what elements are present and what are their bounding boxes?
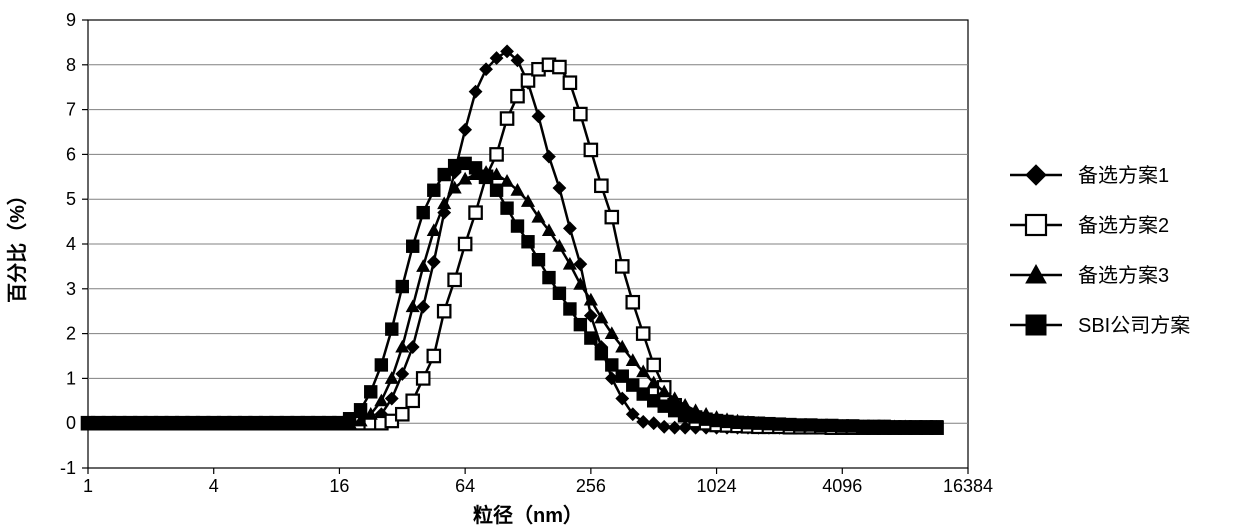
- y-tick-label: 9: [66, 10, 76, 30]
- y-tick-label: 1: [66, 368, 76, 388]
- square-marker-icon: [417, 206, 429, 218]
- x-tick-label: 4: [209, 476, 219, 496]
- square-outline-marker-icon: [396, 408, 408, 420]
- legend-label: SBI公司方案: [1078, 314, 1190, 337]
- square-outline-marker-icon: [490, 148, 502, 160]
- triangle-marker-icon: [428, 224, 440, 235]
- diamond-marker-icon: [543, 150, 555, 162]
- square-outline-marker-icon: [627, 296, 639, 308]
- diamond-marker-icon: [1026, 165, 1046, 185]
- chart-container: -1 0 1 2 3 4 5 6 7 8 9 1 4 16 64 256 1024 4096 16384 百分比（%）…: [0, 0, 1240, 529]
- square-outline-marker-icon: [417, 372, 429, 384]
- square-marker-icon: [407, 240, 419, 252]
- square-outline-marker-icon: [564, 77, 576, 89]
- square-marker-icon: [543, 271, 555, 283]
- square-marker-icon: [553, 287, 565, 299]
- y-tick-label: 0: [66, 413, 76, 433]
- y-tick-label: 8: [66, 55, 76, 75]
- x-axis-label: 粒径（nm）: [473, 503, 583, 527]
- y-tick-label: 4: [66, 234, 76, 254]
- square-marker-icon: [606, 359, 618, 371]
- square-outline-marker-icon: [459, 238, 471, 250]
- square-outline-marker-icon: [428, 350, 440, 362]
- series: [82, 157, 943, 433]
- square-outline-marker-icon: [469, 206, 481, 218]
- x-tick-label: 16384: [943, 476, 993, 496]
- square-marker-icon: [354, 404, 366, 416]
- legend-label: 备选方案2: [1078, 214, 1169, 237]
- square-outline-marker-icon: [438, 305, 450, 317]
- y-tick-label: 3: [66, 279, 76, 299]
- x-tick-label: 256: [576, 476, 606, 496]
- series: [82, 45, 943, 434]
- y-tick-label: 2: [66, 324, 76, 344]
- square-outline-marker-icon: [511, 90, 523, 102]
- square-outline-marker-icon: [585, 144, 597, 156]
- square-outline-marker-icon: [648, 359, 660, 371]
- x-tick-label: 4096: [822, 476, 862, 496]
- square-outline-marker-icon: [448, 274, 460, 286]
- diamond-marker-icon: [469, 85, 481, 97]
- square-marker-icon: [490, 184, 502, 196]
- square-marker-icon: [930, 421, 942, 433]
- x-tick-label: 16: [329, 476, 349, 496]
- series: [82, 59, 943, 434]
- diamond-marker-icon: [553, 182, 565, 194]
- x-tick-label: 64: [455, 476, 475, 496]
- chart-svg: -1 0 1 2 3 4 5 6 7 8 9 1 4 16 64 256 1024 4096 16384 百分比（%）…: [0, 0, 1240, 529]
- square-outline-marker-icon: [616, 260, 628, 272]
- y-tick-label: 5: [66, 189, 76, 209]
- square-outline-marker-icon: [574, 108, 586, 120]
- square-marker-icon: [522, 236, 534, 248]
- square-marker-icon: [480, 171, 492, 183]
- square-outline-marker-icon: [407, 395, 419, 407]
- y-tick-label: -1: [60, 458, 76, 478]
- square-marker-icon: [365, 386, 377, 398]
- triangle-marker-icon: [595, 312, 607, 323]
- square-outline-marker-icon: [553, 61, 565, 73]
- square-outline-marker-icon: [606, 211, 618, 223]
- x-tick-label: 1024: [697, 476, 737, 496]
- legend-item: SBI公司方案: [1010, 314, 1190, 337]
- legend-label: 备选方案3: [1078, 264, 1169, 287]
- x-tick-label: 1: [83, 476, 93, 496]
- y-axis-label: 百分比（%）: [6, 185, 29, 303]
- square-marker-icon: [574, 318, 586, 330]
- square-marker-icon: [595, 348, 607, 360]
- y-tick-label: 7: [66, 100, 76, 120]
- square-marker-icon: [428, 184, 440, 196]
- square-marker-icon: [375, 359, 387, 371]
- square-marker-icon: [1026, 315, 1046, 335]
- diamond-marker-icon: [564, 222, 576, 234]
- diamond-marker-icon: [532, 110, 544, 122]
- y-tick-label: 6: [66, 144, 76, 164]
- square-outline-marker-icon: [637, 327, 649, 339]
- diamond-marker-icon: [459, 124, 471, 136]
- square-marker-icon: [532, 253, 544, 265]
- legend-label: 备选方案1: [1078, 164, 1169, 187]
- square-marker-icon: [396, 280, 408, 292]
- legend-item: 备选方案1: [1010, 164, 1169, 187]
- square-marker-icon: [564, 303, 576, 315]
- square-marker-icon: [386, 323, 398, 335]
- square-outline-marker-icon: [595, 180, 607, 192]
- square-marker-icon: [511, 220, 523, 232]
- square-marker-icon: [501, 202, 513, 214]
- legend-item: 备选方案2: [1010, 214, 1169, 237]
- legend-item: 备选方案3: [1010, 264, 1169, 287]
- square-outline-marker-icon: [501, 112, 513, 124]
- diamond-marker-icon: [428, 256, 440, 268]
- square-outline-marker-icon: [1026, 215, 1046, 235]
- square-marker-icon: [585, 332, 597, 344]
